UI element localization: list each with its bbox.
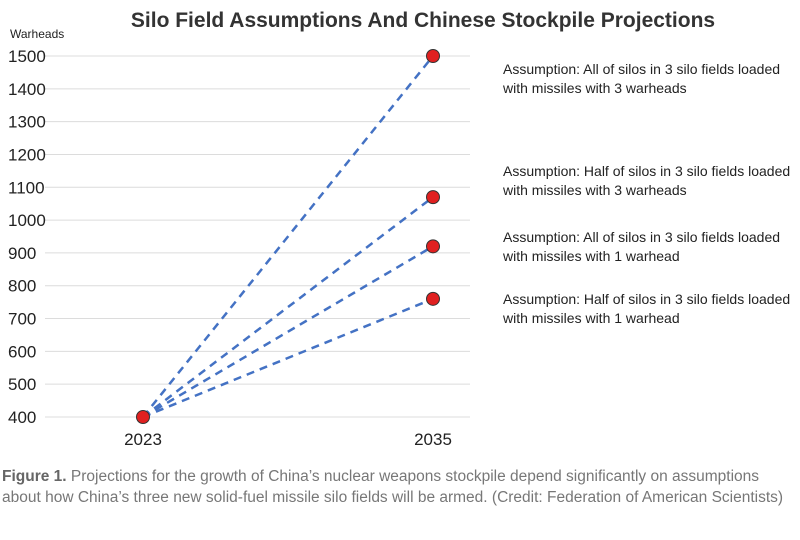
y-tick-label: 1300: [8, 113, 46, 132]
data-point-2035: [426, 291, 440, 306]
series-line: [142, 55, 434, 418]
series-line: [142, 297, 434, 419]
y-tick-label: 1400: [8, 80, 46, 99]
y-tick-label: 1100: [8, 178, 45, 197]
series-line: [142, 196, 434, 418]
data-point-2035: [426, 49, 440, 63]
y-tick-label: 700: [8, 310, 36, 329]
x-tick-label: 2023: [124, 430, 162, 449]
caption-text: Projections for the growth of China’s nu…: [2, 468, 784, 506]
series-annotation: Assumption: Half of silos in 3 silo fiel…: [503, 163, 791, 198]
y-tick-label: 1500: [8, 47, 46, 66]
y-tick-label: 500: [8, 375, 36, 394]
y-tick-label: 900: [8, 244, 36, 263]
series-annotation: Assumption: Half of silos in 3 silo fiel…: [503, 291, 791, 326]
chart-title: Silo Field Assumptions And Chinese Stock…: [131, 9, 715, 32]
data-point-2035: [426, 239, 440, 254]
y-tick-label: 1200: [8, 145, 46, 164]
series-annotation: Assumption: All of silos in 3 silo field…: [503, 61, 781, 96]
y-tick-label: 600: [8, 342, 36, 361]
data-point-2035: [426, 190, 440, 205]
series-line: [142, 245, 434, 419]
x-tick-label: 2035: [414, 430, 452, 449]
y-axis-label: Warheads: [10, 27, 64, 41]
y-tick-label: 800: [8, 277, 36, 296]
y-tick-label: 1000: [8, 211, 46, 230]
data-point-2023: [136, 410, 150, 424]
y-tick-label: 400: [8, 408, 36, 427]
series-annotation: Assumption: All of silos in 3 silo field…: [503, 229, 781, 264]
caption-label: Figure 1.: [2, 468, 67, 485]
chart: Silo Field Assumptions And Chinese Stock…: [8, 9, 715, 449]
figure-caption: Figure 1. Projections for the growth of …: [2, 466, 792, 508]
